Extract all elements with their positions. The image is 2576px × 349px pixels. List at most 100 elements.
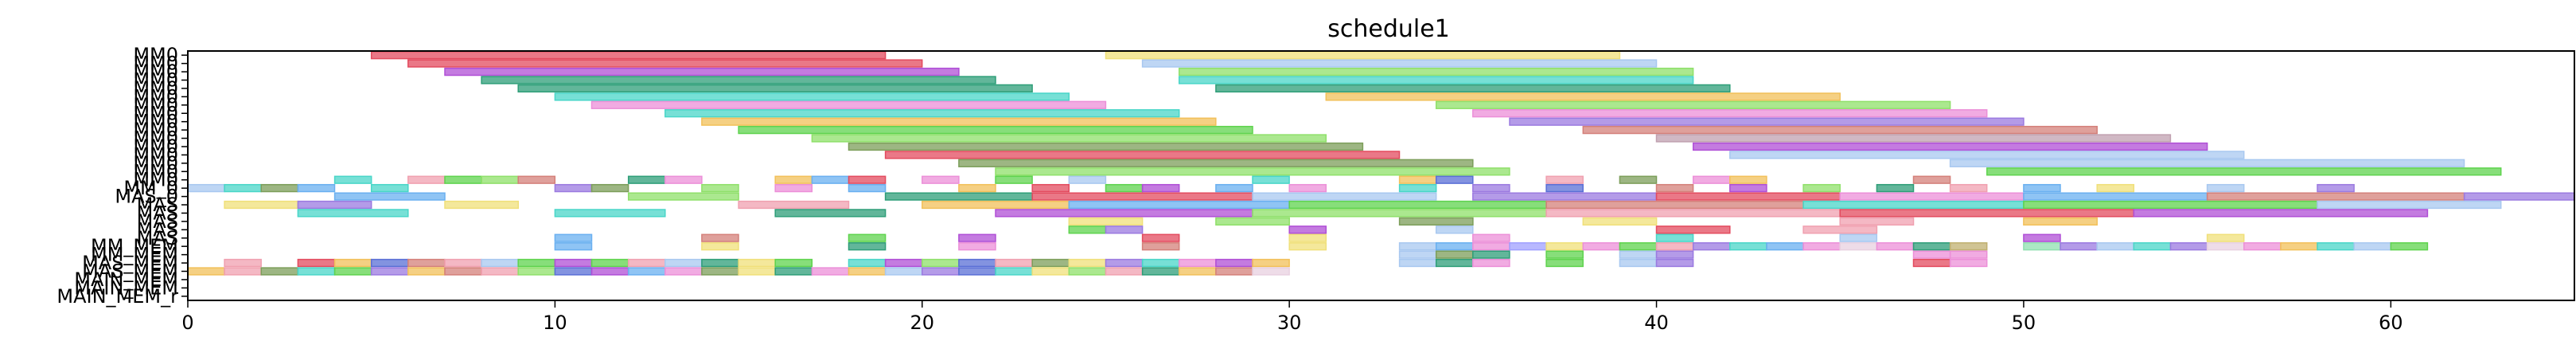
row-label: MM0	[133, 53, 178, 75]
task-bar	[738, 125, 1253, 135]
task-bar	[1252, 258, 1290, 268]
task-bar	[627, 267, 666, 276]
task-bar	[958, 242, 996, 251]
row-label: MM0	[133, 85, 178, 108]
task-bar	[1839, 192, 2025, 201]
row-label: MAIN_MEM	[74, 276, 178, 299]
task-bar	[664, 175, 703, 184]
row-label: MAIN_MEM_r	[57, 285, 178, 308]
task-bar	[1068, 200, 1290, 210]
task-bar	[922, 267, 960, 276]
task-bar	[1582, 125, 2098, 135]
task-bar	[481, 267, 519, 276]
task-bar	[701, 117, 1217, 126]
task-bar	[1766, 242, 1804, 251]
task-bar	[1398, 250, 1437, 259]
task-bar	[1655, 242, 1694, 251]
task-bar	[1031, 258, 1070, 268]
task-bar	[1141, 242, 1180, 251]
row-label: MM0	[133, 94, 178, 116]
task-bar	[2133, 242, 2172, 251]
task-bar	[1545, 200, 1804, 210]
task-bar	[1472, 250, 1510, 259]
task-bar	[224, 200, 299, 210]
task-bar	[1252, 175, 1290, 184]
task-bar	[958, 183, 996, 193]
task-bar	[481, 76, 996, 84]
task-bar	[1215, 217, 1290, 226]
task-bar	[590, 183, 629, 193]
task-bar	[995, 267, 1033, 276]
task-bar	[1545, 175, 1584, 184]
task-bar	[1949, 183, 1988, 193]
task-bar	[922, 200, 1070, 210]
task-bar	[1215, 267, 1253, 276]
task-bar	[444, 200, 520, 210]
task-bar	[517, 175, 556, 184]
task-bar	[2023, 217, 2098, 226]
task-bar	[995, 258, 1033, 268]
task-bar	[1912, 175, 1951, 184]
task-bar	[1435, 242, 1474, 251]
x-tick-label: 40	[1644, 312, 1669, 334]
task-bar	[1325, 92, 1841, 101]
task-bar	[260, 267, 299, 276]
task-bar	[1435, 258, 1474, 268]
row-label: MM0	[133, 160, 178, 182]
task-bar	[517, 267, 556, 276]
row-label: MM0	[133, 111, 178, 133]
task-bar	[187, 183, 225, 193]
task-bar	[922, 258, 960, 268]
task-bar	[1288, 242, 1327, 251]
task-bar	[995, 167, 1510, 176]
task-bar	[811, 134, 1327, 143]
task-bar	[1582, 242, 1621, 251]
task-bar	[1215, 258, 1253, 268]
task-bar	[1105, 267, 1144, 276]
task-bar	[554, 267, 593, 276]
task-bar	[224, 183, 262, 193]
task-bar	[884, 151, 1401, 159]
task-bar	[2463, 192, 2575, 201]
row-label: MM0	[133, 61, 178, 83]
task-bar	[590, 267, 629, 276]
task-bar	[554, 233, 593, 242]
row-labels: MM0MM0MM0MM0MM0MM0MM0MM0MM0MM0MM0MM0MM0M…	[57, 44, 188, 308]
task-bar	[848, 242, 887, 251]
task-bar	[1472, 192, 1658, 201]
x-tick-label: 30	[1277, 312, 1302, 334]
task-bar	[1949, 242, 1988, 251]
task-bar	[1141, 233, 1180, 242]
task-bar	[1619, 242, 1658, 251]
task-bar	[1252, 267, 1290, 276]
task-bar	[1692, 242, 1731, 251]
task-bar	[1215, 84, 1731, 93]
row-label: MAS_0	[115, 186, 178, 208]
task-bar	[2023, 192, 2208, 201]
task-bar	[2023, 200, 2318, 210]
task-bar	[1619, 258, 1658, 268]
task-bar	[1472, 233, 1510, 242]
task-bars	[187, 51, 2575, 276]
task-bar	[1802, 183, 1841, 193]
task-bar	[1729, 242, 1767, 251]
task-bar	[1509, 242, 1547, 251]
task-bar	[407, 267, 446, 276]
task-bar	[554, 183, 593, 193]
task-bar	[407, 59, 923, 68]
task-bar	[1288, 225, 1327, 234]
task-bar	[2243, 242, 2282, 251]
task-bar	[2060, 242, 2098, 251]
task-bar	[1545, 258, 1584, 268]
task-bar	[481, 175, 519, 184]
task-bar	[1105, 258, 1144, 268]
task-bar	[1398, 242, 1437, 251]
task-bar	[1472, 242, 1510, 251]
row-label: MM0	[133, 127, 178, 150]
task-bar	[884, 192, 1033, 201]
task-bar	[1178, 76, 1694, 84]
task-bar	[884, 258, 923, 268]
task-bar	[517, 258, 556, 268]
task-bar	[444, 267, 482, 276]
task-bar	[1141, 183, 1180, 193]
